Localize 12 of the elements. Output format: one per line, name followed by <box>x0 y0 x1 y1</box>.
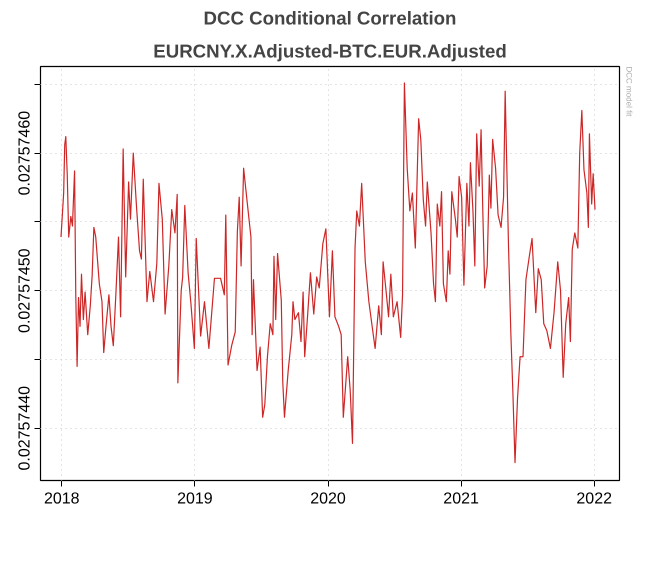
y-tick-label: 0.02757460 <box>16 110 34 196</box>
x-tick-label: 2019 <box>177 490 213 508</box>
chart-subtitle: EURCNY.X.Adjusted-BTC.EUR.Adjusted <box>153 40 507 62</box>
x-tick-label: 2022 <box>576 490 612 508</box>
x-tick-label: 2018 <box>44 490 80 508</box>
x-tick-label: 2020 <box>310 490 346 508</box>
text: DCC model fit <box>624 66 634 118</box>
x-tick-label: 2021 <box>443 490 480 508</box>
line-series <box>60 82 596 464</box>
chart-title: DCC Conditional Correlation <box>204 8 456 28</box>
y-tick-label: 0.02757440 <box>16 386 34 470</box>
y-tick-label: 0.02757450 <box>16 248 34 333</box>
